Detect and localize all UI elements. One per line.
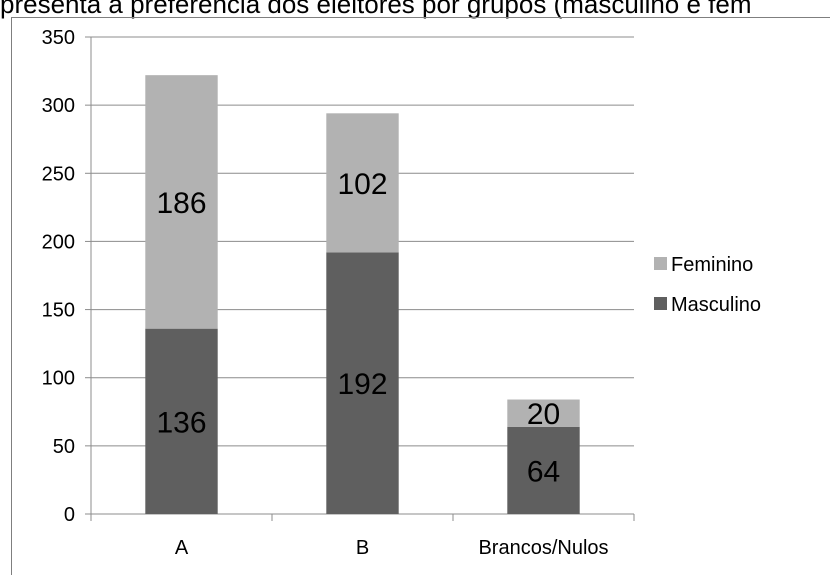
y-tick-label: 200 bbox=[42, 231, 75, 253]
legend-swatch bbox=[654, 257, 667, 270]
legend: Feminino Masculino bbox=[654, 254, 761, 316]
bar-masculino bbox=[507, 426, 580, 514]
x-category-label: A bbox=[175, 537, 189, 559]
legend-label: Feminino bbox=[671, 254, 753, 276]
y-tick-label: 50 bbox=[53, 436, 75, 458]
data-label: 192 bbox=[337, 368, 387, 401]
bar-feminino bbox=[145, 75, 218, 329]
y-tick-label: 100 bbox=[42, 368, 75, 390]
y-tick-label: 350 bbox=[42, 27, 75, 49]
data-labels: 136 186 192 102 64 20 bbox=[156, 168, 560, 489]
legend-label: Masculino bbox=[671, 294, 761, 316]
data-label: 102 bbox=[337, 168, 387, 201]
y-tick-label: 250 bbox=[42, 163, 75, 185]
data-label: 186 bbox=[156, 187, 206, 220]
data-label: 20 bbox=[527, 398, 560, 431]
bars bbox=[145, 75, 580, 514]
bar-feminino bbox=[326, 113, 399, 253]
data-label: 64 bbox=[527, 455, 560, 488]
legend-swatch bbox=[654, 297, 667, 310]
chart-frame bbox=[11, 17, 830, 575]
x-category-label: Brancos/Nulos bbox=[478, 537, 608, 559]
x-category-label: B bbox=[356, 537, 369, 559]
bar-masculino bbox=[326, 252, 399, 514]
data-label: 136 bbox=[156, 406, 206, 439]
y-tick-label: 150 bbox=[42, 300, 75, 322]
y-tick-label: 0 bbox=[64, 504, 75, 526]
bar-masculino bbox=[145, 328, 218, 514]
bar-feminino bbox=[507, 399, 580, 427]
caption-text: presenta a preferência dos eleitores por… bbox=[0, 0, 752, 19]
y-tick-label: 300 bbox=[42, 95, 75, 117]
